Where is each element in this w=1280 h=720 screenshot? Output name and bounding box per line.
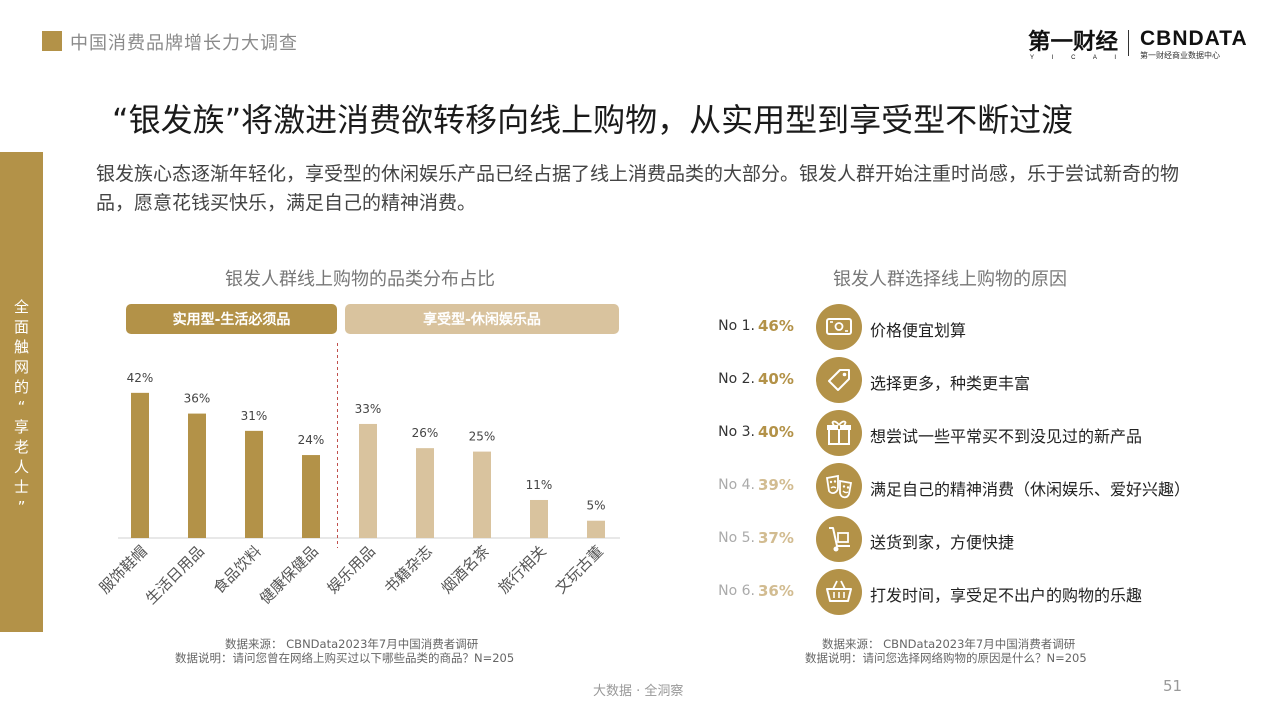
bar-value-label: 11%: [526, 478, 553, 492]
reason-rank: No 3.: [718, 424, 755, 440]
right-source-line: 数据来源： CBNData2023年7月中国消费者调研: [822, 637, 1076, 651]
bar-9: [587, 520, 605, 538]
gift-icon: [816, 410, 862, 456]
yicai-logo: 第一财经 Y I C A I: [1028, 27, 1120, 65]
side-tab-char: 士: [13, 478, 29, 496]
side-tab-char: 面: [13, 318, 29, 336]
bar-1: [131, 392, 149, 538]
category-label: 健康保健品: [256, 542, 322, 608]
category-label: 旅行相关: [495, 542, 550, 597]
side-tab-char: 触: [13, 338, 29, 356]
bar-value-label: 24%: [298, 433, 325, 447]
reason-row-1: No 1. 46% 价格便宜划算: [705, 304, 1265, 352]
reason-percent: 40%: [758, 370, 794, 388]
header-title: 中国消费品牌增长力大调查: [70, 33, 298, 54]
bar-value-label: 33%: [355, 402, 382, 416]
basket-icon: [816, 569, 862, 615]
side-tab-char: 享: [13, 418, 29, 436]
reason-rank: No 1.: [718, 318, 755, 334]
hand-truck-icon: [816, 516, 862, 562]
logo-divider: [1128, 30, 1129, 56]
category-label: 生活日用品: [142, 542, 208, 608]
group-label-enjoyment: 享受型-休闲娱乐品: [345, 304, 619, 334]
reason-percent: 39%: [758, 476, 794, 494]
yicai-logo-sub: Y I C A I: [1030, 55, 1116, 61]
reason-row-6: No 6. 36% 打发时间，享受足不出户的购物的乐趣: [705, 569, 1265, 617]
right-source-note: 数据说明：请问您选择网络购物的原因是什么？N=205: [805, 651, 1087, 665]
category-label: 食品饮料: [210, 542, 265, 597]
cbndata-logo: CBNDATA 第一财经商业数据中心: [1140, 27, 1248, 61]
cbndata-logo-main: CBNDATA: [1140, 27, 1248, 50]
side-tab-char: 人: [13, 458, 29, 476]
side-tab-char: 老: [13, 438, 29, 456]
side-tab-text: 全面触网的 “ 享老人士 ”: [0, 297, 43, 517]
reason-text: 价格便宜划算: [870, 321, 967, 340]
reason-percent: 36%: [758, 582, 794, 600]
reason-percent: 46%: [758, 317, 794, 335]
bar-5: [359, 423, 377, 538]
reason-row-2: No 2. 40% 选择更多，种类更丰富: [705, 357, 1265, 405]
reason-text: 想尝试一些平常买不到没见过的新产品: [870, 427, 1143, 446]
reason-percent: 40%: [758, 423, 794, 441]
category-bar-chart: 42% 服饰鞋帽 36% 生活日用品 31% 食品饮料 24% 健康保健品 33% 娱乐用品 26%…: [96, 343, 620, 608]
left-source-line: 数据来源： CBNData2023年7月中国消费者调研: [225, 637, 479, 651]
footer-slogan: 大数据 · 全洞察: [593, 684, 684, 699]
bar-value-label: 31%: [241, 409, 268, 423]
left-chart-title: 银发人群线上购物的品类分布占比: [225, 269, 495, 290]
bar-value-label: 36%: [184, 392, 211, 406]
bar-value-label: 25%: [469, 430, 496, 444]
reason-rank: No 2.: [718, 371, 755, 387]
money-icon: [816, 304, 862, 350]
reason-text: 满足自己的精神消费（休闲娱乐、爱好兴趣）: [870, 480, 1191, 499]
bar-8: [530, 499, 548, 538]
reason-row-3: No 3. 40% 想尝试一些平常买不到没见过的新产品: [705, 410, 1265, 458]
page-number: 51: [1163, 677, 1183, 695]
yicai-logo-main: 第一财经: [1028, 29, 1118, 54]
masks-icon: [816, 463, 862, 509]
cbndata-logo-sub: 第一财经商业数据中心: [1140, 51, 1220, 60]
bar-value-label: 26%: [412, 426, 439, 440]
category-label: 文玩古董: [552, 542, 607, 597]
bar-7: [473, 451, 491, 538]
side-section-tab: 全面触网的 “ 享老人士 ”: [0, 152, 43, 632]
bar-3: [245, 430, 263, 538]
reasons-title: 银发人群选择线上购物的原因: [833, 269, 1067, 290]
reason-row-5: No 5. 37% 送货到家，方便快捷: [705, 516, 1265, 564]
category-label: 书籍杂志: [381, 542, 436, 597]
side-tab-char: 网: [13, 358, 29, 376]
slide-body-text: 银发族心态逐渐年轻化，享受型的休闲娱乐产品已经占据了线上消费品类的大部分。银发人…: [96, 163, 1180, 214]
reason-percent: 37%: [758, 529, 794, 547]
bar-value-label: 5%: [586, 499, 605, 513]
reason-rank: No 5.: [718, 530, 755, 546]
side-tab-char: 的: [13, 378, 29, 396]
bar-6: [416, 448, 434, 538]
reason-rank: No 4.: [718, 477, 755, 493]
bar-2: [188, 413, 206, 538]
reason-row-4: No 4. 39% 满足自己的精神消费（休闲娱乐、爱好兴趣）: [705, 463, 1265, 511]
left-source-note: 数据说明：请问您曾在网络上购买过以下哪些品类的商品？N=205: [175, 651, 515, 665]
bar-value-label: 42%: [127, 371, 154, 385]
side-tab-char: ”: [17, 498, 26, 516]
reason-text: 送货到家，方便快捷: [870, 533, 1015, 552]
reason-text: 选择更多，种类更丰富: [870, 374, 1031, 393]
tag-icon: [816, 357, 862, 403]
category-label: 烟酒名茶: [438, 542, 493, 597]
reason-text: 打发时间，享受足不出户的购物的乐趣: [870, 586, 1143, 605]
slide-title: “银发族”将激进消费欲转移向线上购物，从实用型到享受型不断过渡: [112, 101, 1074, 139]
group-label-practical: 实用型-生活必须品: [126, 304, 337, 334]
reason-rank: No 6.: [718, 583, 755, 599]
category-label: 服饰鞋帽: [96, 542, 151, 597]
bar-4: [302, 455, 320, 538]
category-label: 娱乐用品: [324, 542, 379, 597]
side-tab-char: “: [17, 398, 26, 416]
side-tab-char: 全: [13, 298, 29, 316]
header-accent-square: [42, 31, 62, 51]
